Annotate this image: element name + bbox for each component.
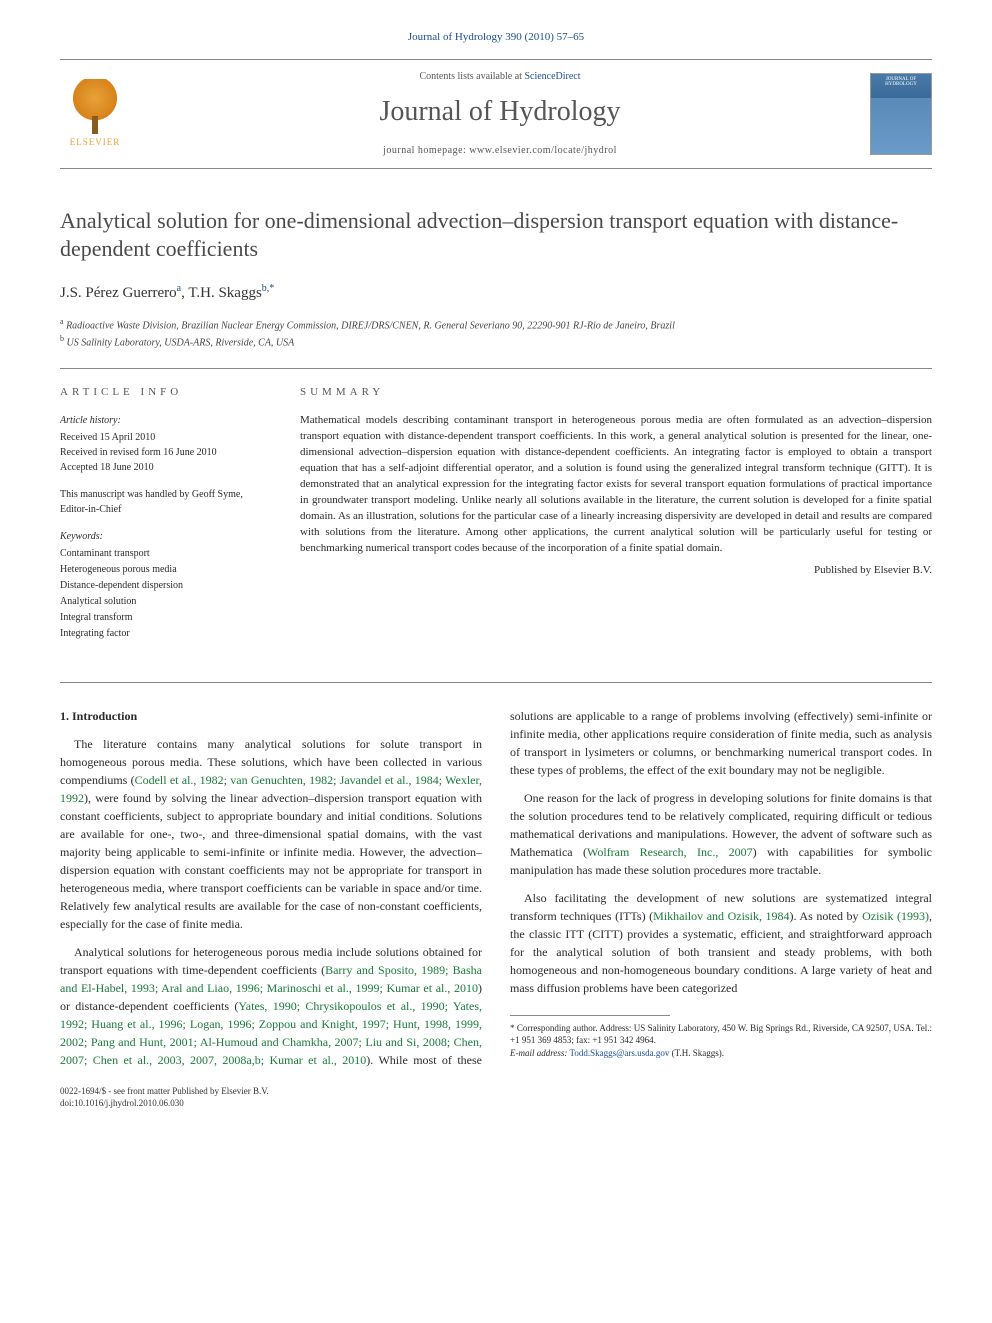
email-who: (T.H. Skaggs). xyxy=(672,1048,724,1058)
article-title: Analytical solution for one-dimensional … xyxy=(60,207,932,264)
footnote-separator xyxy=(510,1015,670,1016)
keywords-block: Keywords: Contaminant transport Heteroge… xyxy=(60,529,270,642)
footnote-block: * Corresponding author. Address: US Sali… xyxy=(510,1015,932,1060)
article-info: ARTICLE INFO Article history: Received 1… xyxy=(60,385,270,653)
affil-b-text: US Salinity Laboratory, USDA-ARS, Rivers… xyxy=(67,337,295,348)
author-1: J.S. Pérez Guerrero xyxy=(60,285,177,301)
author-1-affil: a xyxy=(177,283,181,294)
handled-by: This manuscript was handled by Geoff Sym… xyxy=(60,487,270,517)
author-2-affil: b,* xyxy=(262,283,275,294)
homepage-prefix: journal homepage: xyxy=(383,145,469,156)
keyword: Analytical solution xyxy=(60,594,270,610)
sciencedirect-link[interactable]: ScienceDirect xyxy=(524,71,580,82)
p1-text-b: ), were found by solving the linear adve… xyxy=(60,791,482,931)
article-body: 1. Introduction The literature contains … xyxy=(60,707,932,1069)
footnotes: * Corresponding author. Address: US Sali… xyxy=(510,1022,932,1060)
reference-link[interactable]: Ozisik (1993) xyxy=(862,909,929,923)
article-history: Article history: Received 15 April 2010 … xyxy=(60,413,270,475)
published-by: Published by Elsevier B.V. xyxy=(300,563,932,579)
authors-line: J.S. Pérez Guerreroa, T.H. Skaggsb,* xyxy=(60,282,932,304)
doi-line: doi:10.1016/j.jhydrol.2010.06.030 xyxy=(60,1097,932,1110)
summary-text: Mathematical models describing contamina… xyxy=(300,413,932,556)
journal-title: Journal of Hydrology xyxy=(146,92,854,131)
elsevier-tree-icon xyxy=(70,79,120,134)
reference-link[interactable]: Mikhailov and Ozisik, 1984 xyxy=(653,909,789,923)
affiliations: a Radioactive Waste Division, Brazilian … xyxy=(60,316,932,351)
homepage-line: journal homepage: www.elsevier.com/locat… xyxy=(146,144,854,158)
revised-date: Received in revised form 16 June 2010 xyxy=(60,445,270,460)
journal-header: ELSEVIER Contents lists available at Sci… xyxy=(60,59,932,168)
contents-line: Contents lists available at ScienceDirec… xyxy=(146,70,854,84)
history-label: Article history: xyxy=(60,413,270,428)
received-date: Received 15 April 2010 xyxy=(60,430,270,445)
keyword: Contaminant transport xyxy=(60,546,270,562)
section-1-heading: 1. Introduction xyxy=(60,707,482,725)
keywords-label: Keywords: xyxy=(60,529,270,544)
accepted-date: Accepted 18 June 2010 xyxy=(60,460,270,475)
homepage-url[interactable]: www.elsevier.com/locate/jhydrol xyxy=(469,145,617,156)
paragraph-3: One reason for the lack of progress in d… xyxy=(510,789,932,879)
reference-link[interactable]: Wolfram Research, Inc., 2007 xyxy=(587,845,753,859)
p4-text-b: ). As noted by xyxy=(790,909,863,923)
header-center: Contents lists available at ScienceDirec… xyxy=(146,70,854,157)
paragraph-4: Also facilitating the development of new… xyxy=(510,889,932,997)
article-info-header: ARTICLE INFO xyxy=(60,385,270,400)
paragraph-1: The literature contains many analytical … xyxy=(60,735,482,933)
affiliation-a: a Radioactive Waste Division, Brazilian … xyxy=(60,316,932,333)
divider xyxy=(60,682,932,683)
corresponding-author: * Corresponding author. Address: US Sali… xyxy=(510,1022,932,1047)
publisher-name: ELSEVIER xyxy=(70,136,121,149)
email-line: E-mail address: Todd.Skaggs@ars.usda.gov… xyxy=(510,1047,932,1060)
keyword: Integrating factor xyxy=(60,626,270,642)
author-2: T.H. Skaggs xyxy=(188,285,261,301)
affiliation-b: b US Salinity Laboratory, USDA-ARS, Rive… xyxy=(60,333,932,350)
contents-prefix: Contents lists available at xyxy=(419,71,524,82)
bottom-info: 0022-1694/$ - see front matter Published… xyxy=(60,1085,932,1110)
publisher-logo: ELSEVIER xyxy=(60,74,130,154)
keywords-list: Contaminant transport Heterogeneous poro… xyxy=(60,546,270,642)
email-label: E-mail address: xyxy=(510,1048,567,1058)
summary-header: SUMMARY xyxy=(300,385,932,401)
citation-line: Journal of Hydrology 390 (2010) 57–65 xyxy=(60,30,932,45)
keyword: Heterogeneous porous media xyxy=(60,562,270,578)
copyright-line: 0022-1694/$ - see front matter Published… xyxy=(60,1085,932,1098)
email-link[interactable]: Todd.Skaggs@ars.usda.gov xyxy=(570,1048,670,1058)
summary: SUMMARY Mathematical models describing c… xyxy=(300,385,932,653)
info-summary-row: ARTICLE INFO Article history: Received 1… xyxy=(60,368,932,653)
affil-a-text: Radioactive Waste Division, Brazilian Nu… xyxy=(66,320,675,331)
journal-cover-thumbnail xyxy=(870,73,932,155)
keyword: Distance-dependent dispersion xyxy=(60,578,270,594)
keyword: Integral transform xyxy=(60,610,270,626)
